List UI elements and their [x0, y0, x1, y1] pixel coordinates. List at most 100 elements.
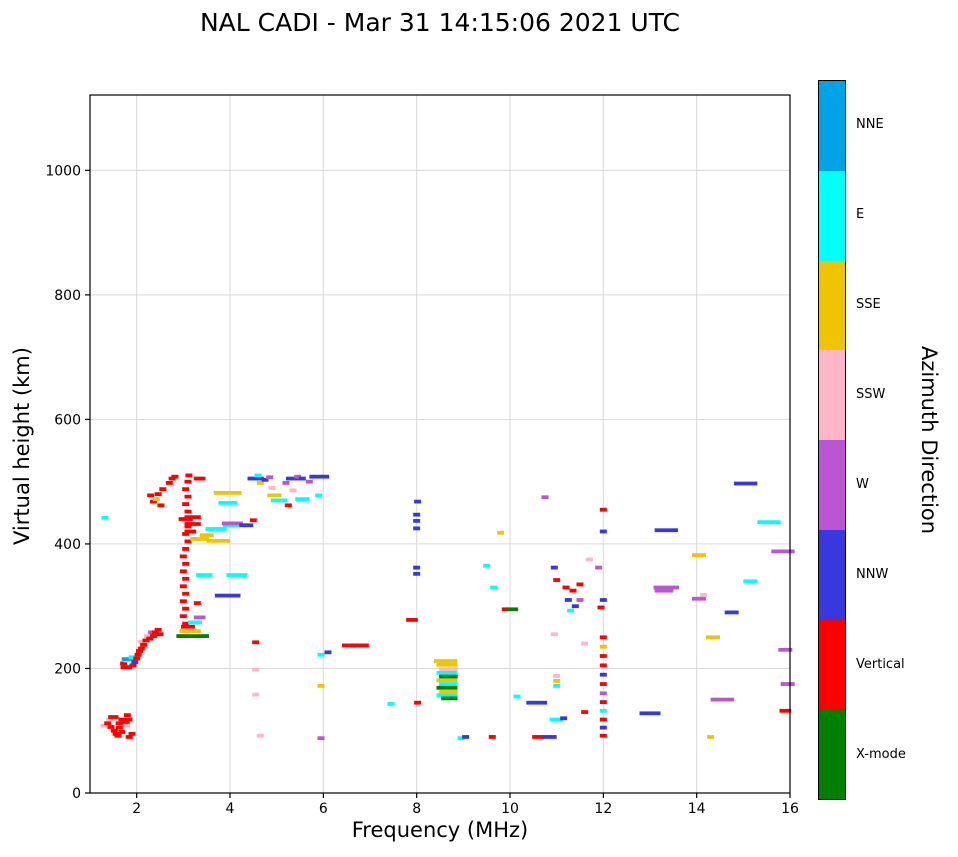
x-tick-label: 6 [319, 801, 328, 817]
data-point [239, 523, 254, 528]
data-point [182, 532, 190, 536]
data-point [653, 585, 680, 590]
colorbar-segment-w [819, 440, 845, 530]
data-point [156, 632, 164, 637]
data-point [553, 674, 561, 678]
data-point [146, 636, 154, 641]
data-point [157, 503, 165, 508]
data-point [406, 618, 418, 622]
data-point [143, 634, 151, 638]
data-point [595, 565, 603, 570]
data-point [125, 735, 133, 739]
data-point [549, 717, 564, 722]
data-point [436, 678, 458, 683]
data-point [298, 476, 306, 481]
colorbar-label-vertical: Vertical [856, 657, 905, 672]
data-point [780, 682, 795, 686]
data-point [179, 599, 187, 604]
data-point [184, 509, 192, 514]
data-point [550, 632, 558, 637]
data-point [182, 487, 190, 492]
data-point [154, 492, 162, 497]
colorbar-segment-vertical [819, 619, 845, 710]
data-point [317, 736, 325, 741]
colorbar-segment-e [819, 170, 845, 261]
data-point [182, 502, 190, 506]
data-point [436, 685, 458, 690]
data-point [131, 660, 139, 665]
x-tick-label: 14 [688, 801, 706, 817]
data-point [115, 725, 123, 730]
data-point [501, 607, 509, 612]
colorbar-label-sse: SSE [856, 297, 881, 312]
data-point [553, 578, 561, 582]
data-point [599, 654, 607, 658]
data-point [122, 723, 130, 728]
data-point [294, 474, 302, 479]
data-point [148, 630, 156, 635]
data-point [436, 662, 458, 667]
data-point [541, 495, 549, 500]
data-point [710, 697, 734, 702]
data-point [193, 615, 206, 620]
data-point [779, 708, 792, 713]
data-point [137, 639, 145, 644]
data-point [599, 529, 607, 534]
data-point [286, 476, 300, 481]
data-point [436, 670, 458, 675]
data-point [123, 713, 131, 718]
data-point [581, 641, 589, 646]
data-point [441, 696, 458, 701]
colorbar-segment-nne [819, 81, 845, 171]
data-point [179, 629, 201, 634]
data-point [110, 728, 118, 733]
data-point [184, 522, 201, 526]
data-point [506, 607, 519, 612]
data-point [497, 530, 505, 535]
data-point [413, 571, 421, 576]
data-point [599, 717, 607, 722]
data-point [267, 493, 282, 498]
data-point [206, 538, 230, 543]
data-point [599, 682, 607, 686]
data-point [305, 479, 313, 484]
data-point [599, 733, 607, 738]
data-point [182, 621, 190, 626]
data-point [654, 588, 674, 593]
data-point [261, 477, 269, 482]
data-point [488, 735, 496, 739]
data-point [413, 512, 421, 517]
data-point [128, 731, 136, 736]
data-point [599, 507, 607, 512]
data-point [182, 606, 190, 611]
data-point [599, 725, 607, 730]
data-point [387, 702, 395, 706]
data-point [757, 520, 781, 525]
data-point [252, 640, 260, 645]
data-point [295, 497, 310, 502]
data-point [171, 474, 179, 479]
data-point [457, 736, 465, 741]
data-point [599, 700, 607, 704]
data-point [414, 700, 422, 705]
data-point [120, 665, 133, 670]
data-point [342, 643, 356, 648]
data-point [205, 527, 227, 531]
data-point [564, 598, 572, 602]
data-point [724, 610, 739, 615]
data-point [179, 614, 187, 619]
data-point [778, 647, 793, 652]
x-tick-label: 4 [226, 801, 235, 817]
data-point [252, 667, 260, 672]
y-tick-label: 200 [54, 661, 81, 677]
y-tick-label: 0 [72, 786, 81, 802]
data-point [193, 476, 206, 481]
colorbar-label-w: W [856, 477, 869, 492]
data-point [771, 549, 795, 554]
data-point [576, 582, 584, 587]
data-point [256, 481, 264, 485]
data-point [188, 620, 202, 625]
data-point [599, 635, 607, 640]
data-point [439, 682, 458, 686]
